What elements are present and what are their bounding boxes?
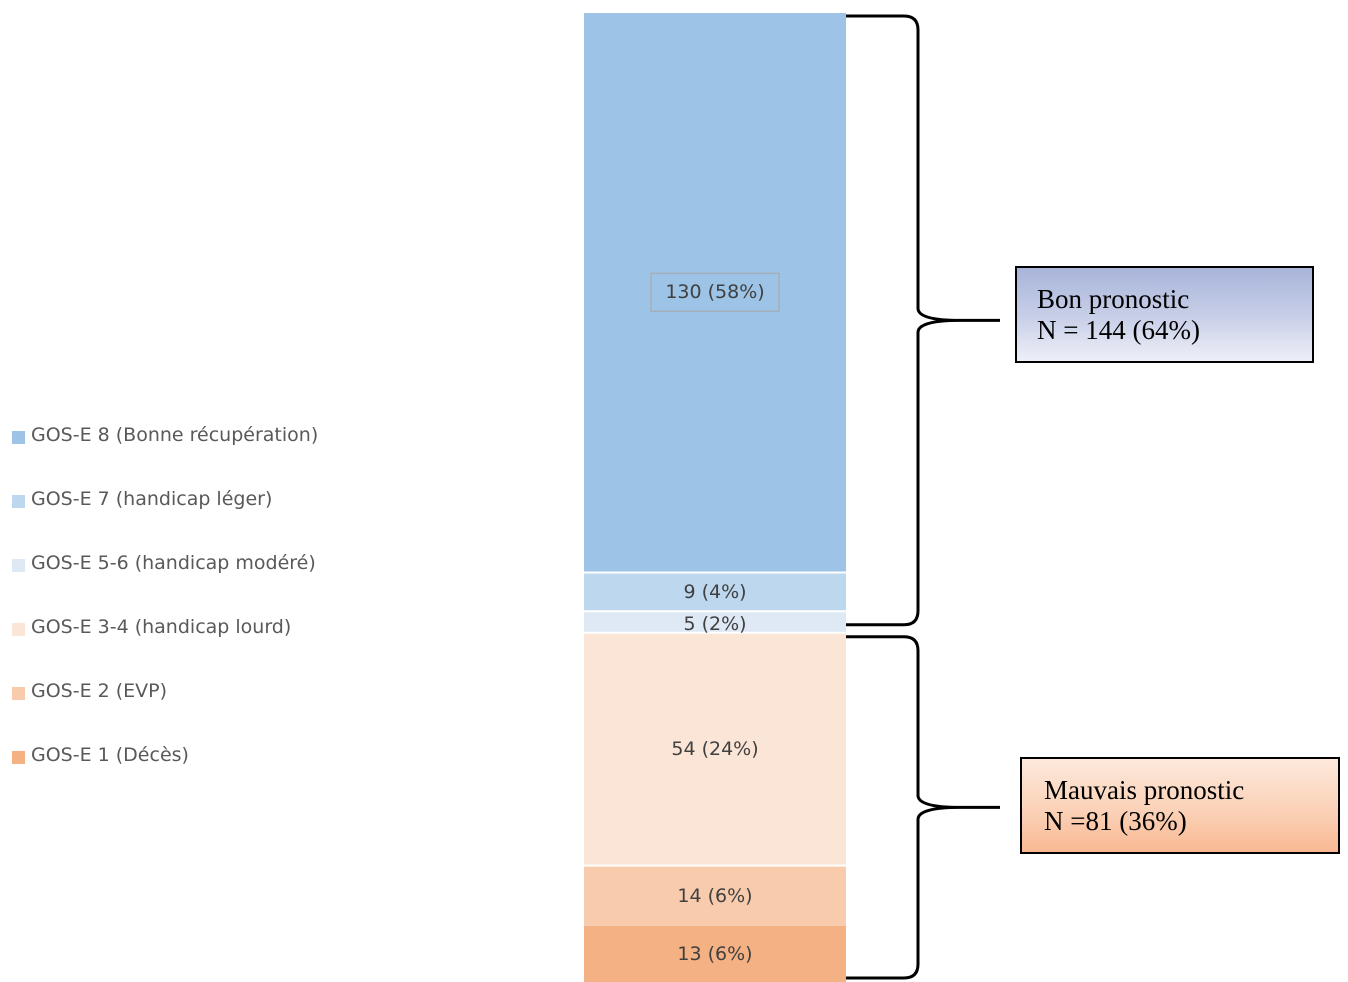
legend-swatch bbox=[12, 431, 25, 444]
data-label-box bbox=[650, 272, 780, 312]
legend-item-gos-e-8-bonne-r-cup-ration: GOS-E 8 (Bonne récupération) bbox=[12, 424, 318, 488]
legend-label: GOS-E 7 (handicap léger) bbox=[31, 488, 273, 510]
bar-segment-gos-e-3-4-handicap-lourd bbox=[584, 632, 846, 866]
legend-label: GOS-E 2 (EVP) bbox=[31, 680, 168, 702]
bar-segment-gos-e-2-evp bbox=[584, 865, 846, 926]
legend-label: GOS-E 3-4 (handicap lourd) bbox=[31, 616, 292, 638]
group-braces bbox=[846, 14, 1000, 980]
data-label-gos-e-7-handicap-l-ger: 9 (4%) bbox=[683, 581, 746, 603]
bar-segment-gos-e-5-6-handicap-mod-r bbox=[584, 611, 846, 633]
data-label-gos-e-3-4-handicap-lourd: 54 (24%) bbox=[671, 738, 758, 760]
legend-swatch bbox=[12, 495, 25, 508]
legend-swatch bbox=[12, 623, 25, 636]
good-prognosis-title: Bon pronostic bbox=[1037, 284, 1190, 314]
legend-swatch bbox=[12, 751, 25, 764]
data-label-gos-e-1-d-c-s: 13 (6%) bbox=[677, 943, 752, 965]
bad-prognosis-brace bbox=[846, 635, 1000, 980]
good-prognosis-brace bbox=[846, 14, 1000, 627]
legend-item-gos-e-5-6-handicap-mod-r: GOS-E 5-6 (handicap modéré) bbox=[12, 552, 318, 616]
data-label-gos-e-2-evp: 14 (6%) bbox=[677, 885, 752, 907]
legend-swatch bbox=[12, 559, 25, 572]
legend-label: GOS-E 1 (Décès) bbox=[31, 744, 189, 766]
bar-segments bbox=[584, 11, 846, 982]
bar-segment-labels: 13 (6%) 14 (6%) 54 (24%) 5 (2%) 9 (4%) 130 (5… bbox=[650, 272, 780, 965]
legend-item-gos-e-3-4-handicap-lourd: GOS-E 3-4 (handicap lourd) bbox=[12, 616, 318, 680]
legend-item-gos-e-2-evp: GOS-E 2 (EVP) bbox=[12, 680, 318, 744]
bar-segment-gos-e-7-handicap-l-ger bbox=[584, 572, 846, 612]
legend-label: GOS-E 5-6 (handicap modéré) bbox=[31, 552, 316, 574]
legend-item-gos-e-1-d-c-s: GOS-E 1 (Décès) bbox=[12, 744, 318, 808]
bad-prognosis-callout: Mauvais pronostic N =81 (36%) bbox=[1020, 757, 1340, 854]
bar-segment-gos-e-8-bonne-r-cup-ration bbox=[584, 12, 846, 573]
legend-swatch bbox=[12, 687, 25, 700]
bad-prognosis-count: N =81 (36%) bbox=[1044, 806, 1187, 836]
bad-prognosis-title: Mauvais pronostic bbox=[1044, 775, 1245, 805]
good-prognosis-count: N = 144 (64%) bbox=[1037, 315, 1200, 345]
good-prognosis-callout: Bon pronostic N = 144 (64%) bbox=[1015, 266, 1314, 363]
chart-legend: GOS-E 8 (Bonne récupération) GOS-E 7 (han… bbox=[12, 424, 318, 808]
data-label-gos-e-5-6-handicap-mod-r: 5 (2%) bbox=[683, 613, 746, 635]
bar-segment-gos-e-1-d-c-s bbox=[584, 925, 846, 982]
legend-label: GOS-E 8 (Bonne récupération) bbox=[31, 424, 319, 446]
legend-item-gos-e-7-handicap-l-ger: GOS-E 7 (handicap léger) bbox=[12, 488, 318, 552]
data-label-gos-e-8-bonne-r-cup-ration: 130 (58%) bbox=[665, 281, 764, 303]
